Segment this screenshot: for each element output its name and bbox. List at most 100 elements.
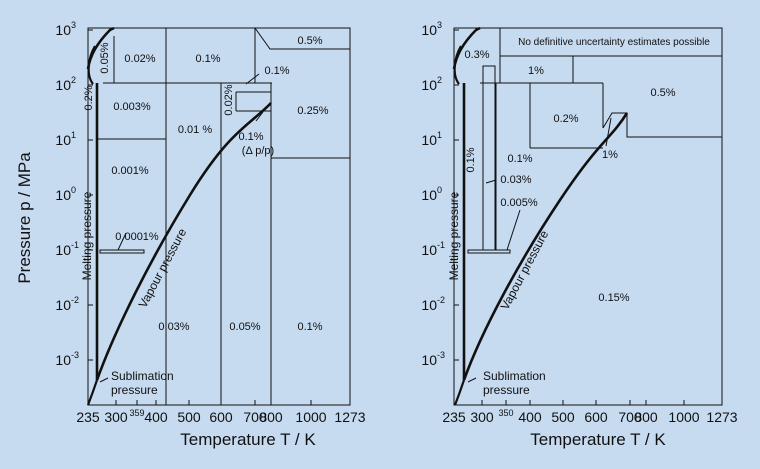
y-tick-exponent: 2 xyxy=(437,75,442,85)
right-region-label: 0.1% xyxy=(507,153,532,165)
y-tick-exponent: 0 xyxy=(71,185,76,195)
y-tick-label: 10 xyxy=(55,132,71,148)
y-tick-label: 10 xyxy=(421,22,437,38)
x-tick-label: 800 xyxy=(259,409,283,425)
left-region-label: 0.02% xyxy=(124,53,155,65)
x-tick-label: 800 xyxy=(634,409,658,425)
left-region-label: 0.1% xyxy=(264,65,289,77)
left-sublimation-label: pressure xyxy=(111,383,158,397)
x-tick-label: 600 xyxy=(584,409,608,425)
x-tick-label: 700 xyxy=(243,409,267,425)
y-tick-label: 10 xyxy=(55,77,71,93)
y-tick-exponent: -2 xyxy=(437,295,445,305)
left-sublimation-curve xyxy=(86,379,99,406)
x-tick-label: 235 xyxy=(76,409,100,425)
x-tick-label: 400 xyxy=(144,409,168,425)
y-tick-label: 10 xyxy=(55,22,71,38)
right-vapour-curve xyxy=(462,112,629,381)
left-x-axis-label: Temperature T / K xyxy=(180,430,316,449)
right-region-label: 0.5% xyxy=(650,87,675,99)
y-tick-exponent: -1 xyxy=(437,240,445,250)
right-region-label: 0.2% xyxy=(553,113,578,125)
x-tick-label: 500 xyxy=(551,409,575,425)
x-tick-label: 500 xyxy=(177,409,201,425)
x-tick-label: 1273 xyxy=(334,409,365,425)
right-region-label: No definitive uncertainty estimates poss… xyxy=(518,37,710,48)
y-tick-label: 10 xyxy=(421,297,437,313)
left-region-label: 0.001% xyxy=(111,165,149,177)
left-region-label: 0.03% xyxy=(158,321,189,333)
y-tick-exponent: 0 xyxy=(437,185,442,195)
right-region-labels: No definitive uncertainty estimates poss… xyxy=(464,37,710,304)
left-region-boundaries xyxy=(97,27,350,405)
left-region-labels: 0.05% 0.02% 0.1% 0.5% 0.2% 0.003% 0.1% 0… xyxy=(83,35,329,333)
y-tick-label: 10 xyxy=(55,242,71,258)
y-tick-label: 10 xyxy=(421,187,437,203)
left-melting-curve-low xyxy=(87,45,96,85)
right-sublimation-label: pressure xyxy=(483,383,530,397)
left-region-label: 0.003% xyxy=(113,101,151,113)
y-tick-exponent: 3 xyxy=(437,20,442,30)
right-region-label: 0.1% xyxy=(465,147,477,172)
right-region-label: 1% xyxy=(602,149,618,161)
right-sublimation-label: Sublimation xyxy=(483,369,546,383)
x-tick-label: 600 xyxy=(209,409,233,425)
left-region-label: 0.05% xyxy=(229,321,260,333)
right-region-label: 1% xyxy=(528,65,544,77)
left-plot-frame xyxy=(87,27,351,406)
left-region-label: 0.2% xyxy=(83,85,95,110)
right-region-label: 0.3% xyxy=(464,49,489,61)
x-tick-label: 1000 xyxy=(295,409,326,425)
x-tick-label: 300 xyxy=(470,409,494,425)
x-tick-label: 350 xyxy=(498,408,513,418)
x-tick-label: 700 xyxy=(618,409,642,425)
right-sublimation-curve xyxy=(453,379,466,406)
x-tick-label: 235 xyxy=(442,409,466,425)
right-x-axis-label: Temperature T / K xyxy=(530,430,666,449)
x-tick-label: 400 xyxy=(518,409,542,425)
y-tick-exponent: -3 xyxy=(437,350,445,360)
right-melting-curve-low xyxy=(453,45,462,85)
left-region-label: 0.1% xyxy=(195,53,220,65)
y-tick-exponent: 1 xyxy=(71,130,76,140)
y-tick-exponent: -3 xyxy=(71,350,79,360)
x-tick-label: 1273 xyxy=(706,409,737,425)
left-region-label: 0.25% xyxy=(297,105,328,117)
right-region-label: 0.005% xyxy=(500,197,538,209)
left-panel: 0.05% 0.02% 0.1% 0.5% 0.2% 0.003% 0.1% 0… xyxy=(15,26,351,449)
right-plot-frame xyxy=(453,27,723,406)
left-melting-label: Melting pressure xyxy=(80,191,94,280)
y-tick-exponent: 2 xyxy=(71,75,76,85)
left-y-axis-label: Pressure p / MPa xyxy=(15,152,34,284)
y-tick-label: 10 xyxy=(55,297,71,313)
left-vapour-curve xyxy=(95,102,272,381)
y-tick-label: 10 xyxy=(55,187,71,203)
x-tick-label: 300 xyxy=(104,409,128,425)
y-tick-exponent: -1 xyxy=(71,240,79,250)
left-region-label: (Δ p/p) xyxy=(242,145,274,157)
left-region-label: 0.0001% xyxy=(115,231,159,243)
right-region-label: 0.03% xyxy=(500,174,531,186)
left-region-label: 0.1% xyxy=(238,131,263,143)
y-tick-label: 10 xyxy=(421,242,437,258)
y-tick-label: 10 xyxy=(55,352,71,368)
left-region-label: 0.05% xyxy=(99,42,111,73)
left-region-label: 0.01 % xyxy=(178,124,212,136)
right-region-label: 0.15% xyxy=(598,292,629,304)
x-tick-label: 1000 xyxy=(668,409,699,425)
y-tick-label: 10 xyxy=(421,132,437,148)
left-region-label: 0.5% xyxy=(297,35,322,47)
y-tick-label: 10 xyxy=(421,77,437,93)
y-tick-exponent: 3 xyxy=(71,20,76,30)
left-region-label: 0.1% xyxy=(297,321,322,333)
left-sublimation-leader xyxy=(99,377,109,383)
y-tick-label: 10 xyxy=(421,352,437,368)
y-tick-exponent: 1 xyxy=(437,130,442,140)
x-tick-label: 359 xyxy=(129,408,144,418)
